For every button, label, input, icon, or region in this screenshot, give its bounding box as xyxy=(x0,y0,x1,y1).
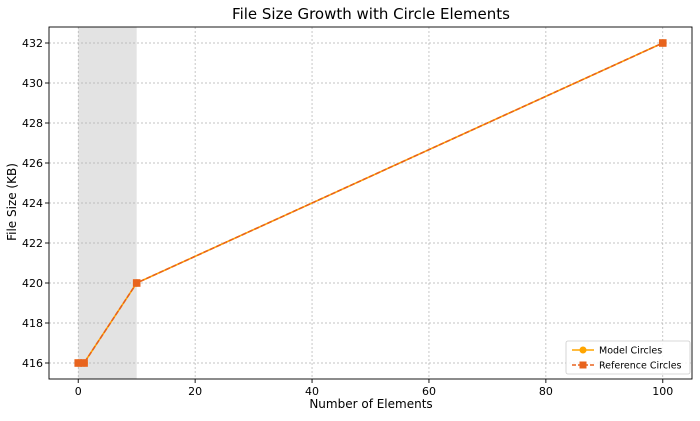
axes-layer: 0 20 40 60 80 100 416 418 420 422 424 426 428 430 432 xyxy=(22,26,693,398)
x-tick-label-60: 60 xyxy=(422,385,436,398)
x-tick-label-20: 20 xyxy=(188,385,202,398)
series-1-point-2 xyxy=(132,279,141,287)
y-tick-label-422: 422 xyxy=(22,237,43,250)
y-axis-label: File Size (KB) xyxy=(5,163,19,241)
y-tick-label-432: 432 xyxy=(22,37,43,50)
grid-layer xyxy=(49,27,692,379)
y-tick-label-420: 420 xyxy=(22,277,43,290)
y-tick-label-416: 416 xyxy=(22,357,43,370)
legend: Model Circles Reference Circles xyxy=(565,340,691,375)
x-tick-label-80: 80 xyxy=(539,385,553,398)
y-tick-label-428: 428 xyxy=(22,117,43,130)
legend-marker-model xyxy=(579,346,587,354)
series-1-point-1 xyxy=(80,359,88,367)
x-axis-label: Number of Elements xyxy=(309,397,432,411)
legend-label-model: Model Circles xyxy=(599,346,662,357)
chart-title: File Size Growth with Circle Elements xyxy=(232,5,510,23)
y-tick-label-418: 418 xyxy=(22,317,43,330)
y-tick-label-430: 430 xyxy=(22,77,43,90)
x-tick-label-0: 0 xyxy=(75,385,82,398)
legend-marker-reference xyxy=(579,361,587,369)
legend-box xyxy=(565,340,691,375)
legend-label-reference: Reference Circles xyxy=(599,361,682,372)
x-tick-label-40: 40 xyxy=(305,385,319,398)
x-tick-label-100: 100 xyxy=(652,385,673,398)
y-tick-label-426: 426 xyxy=(22,157,43,170)
series-layer xyxy=(74,39,667,367)
series-1-point-0 xyxy=(74,359,83,367)
y-tick-label-424: 424 xyxy=(22,197,43,210)
series-1-point-3 xyxy=(658,39,667,47)
